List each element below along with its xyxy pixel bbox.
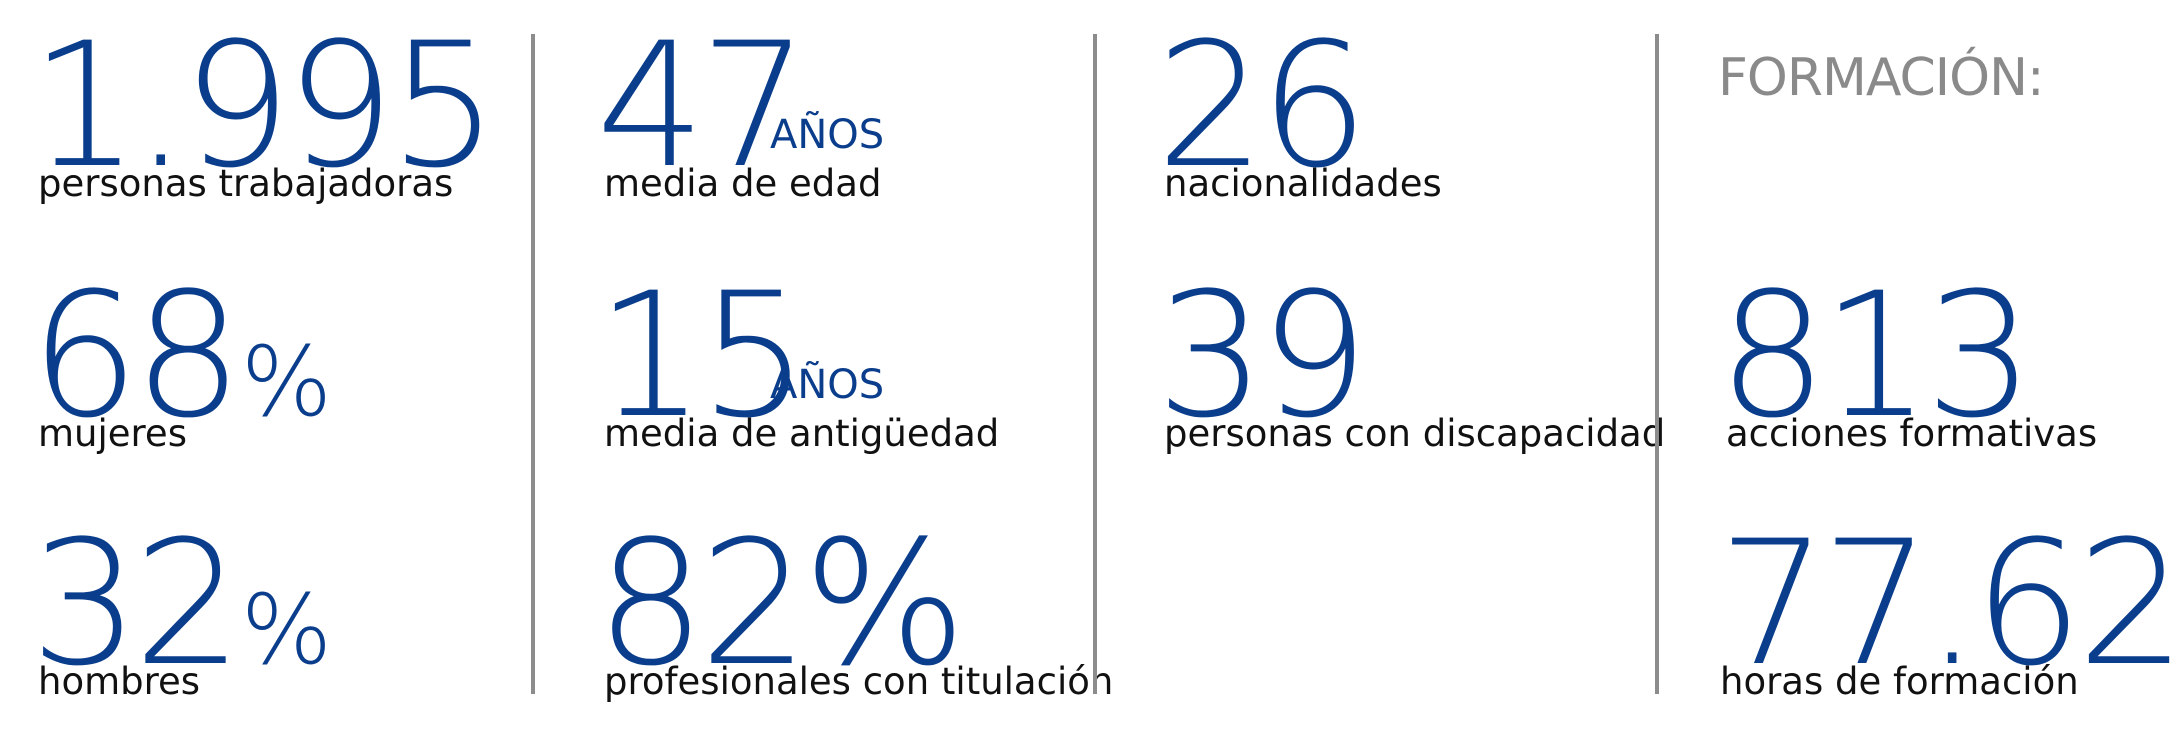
- stat-value: 82%: [596, 503, 966, 704]
- stat-value: 15: [596, 255, 809, 456]
- stat-value: 77.622: [1718, 503, 2184, 704]
- stat-value: 813: [1718, 255, 2034, 456]
- section-heading-formacion: FORMACIÓN:: [1718, 48, 2044, 108]
- column-divider: [1093, 34, 1097, 694]
- stat-number: 68: [30, 255, 243, 456]
- column-divider: [531, 34, 535, 694]
- stat-value: 32%: [30, 518, 332, 690]
- stat-value: 47: [596, 5, 809, 206]
- stat-label: hombres: [38, 660, 201, 703]
- stat-value: 26: [1156, 5, 1369, 206]
- stat-number: 32: [30, 503, 243, 704]
- column-divider: [1655, 34, 1659, 694]
- stat-label: acciones formativas: [1726, 412, 2098, 455]
- stat-label: profesionales con titulación: [604, 660, 1114, 703]
- stat-value: 68%: [30, 270, 332, 442]
- stat-value: 1.995: [30, 5, 498, 206]
- stat-label: mujeres: [38, 412, 187, 455]
- stat-value: 39: [1156, 255, 1369, 456]
- stat-label: horas de formación: [1720, 660, 2079, 703]
- stat-label: personas trabajadoras: [38, 162, 454, 205]
- stat-label: personas con discapacidad: [1164, 412, 1666, 455]
- stat-unit: %: [240, 574, 333, 686]
- stat-unit: AÑOS: [770, 112, 885, 158]
- stat-label: media de edad: [604, 162, 882, 205]
- stat-label: media de antigüedad: [604, 412, 1000, 455]
- stat-unit: %: [240, 326, 333, 438]
- stat-label: nacionalidades: [1164, 162, 1442, 205]
- stat-unit: AÑOS: [770, 362, 885, 408]
